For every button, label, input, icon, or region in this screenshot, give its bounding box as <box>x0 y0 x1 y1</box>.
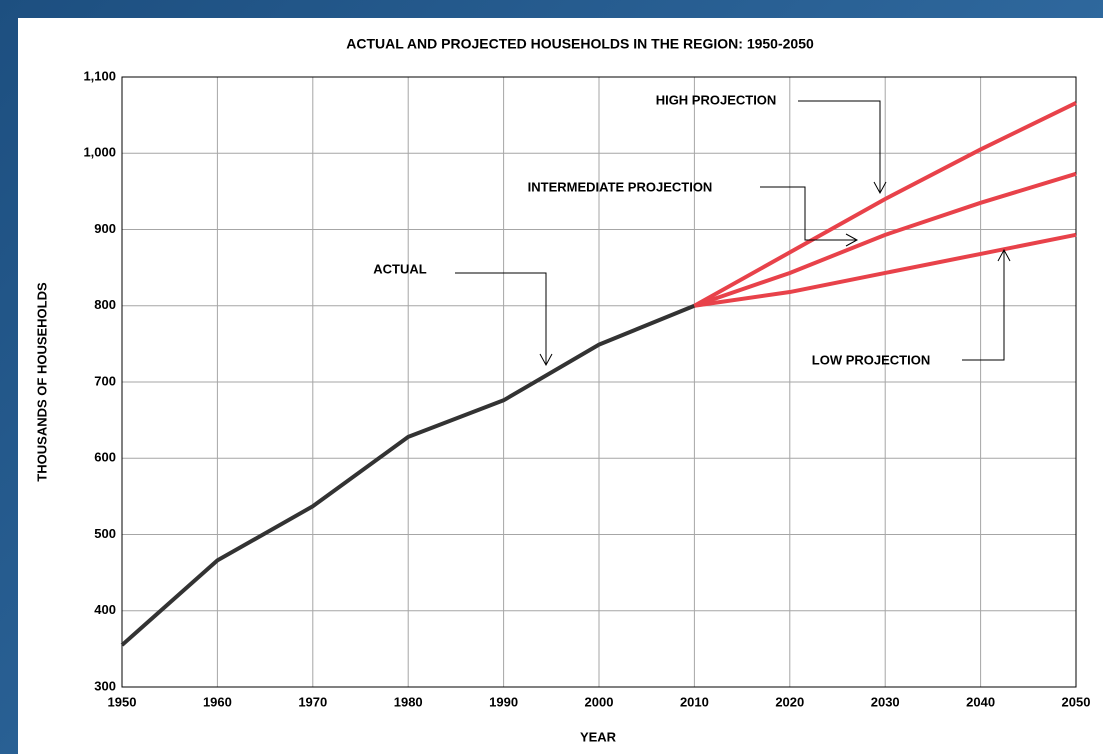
x-tick-label: 2000 <box>585 694 614 709</box>
x-tick-label: 2050 <box>1062 694 1091 709</box>
series-line <box>693 171 1077 308</box>
y-tick-label: 300 <box>94 678 116 693</box>
x-tick-label: 1990 <box>489 694 518 709</box>
arrow <box>760 186 859 247</box>
series-line <box>693 101 1077 308</box>
chart-title: ACTUAL AND PROJECTED HOUSEHOLDS IN THE R… <box>346 36 814 52</box>
y-tick-label: 1,100 <box>83 68 116 83</box>
annotation: HIGH PROJECTION <box>656 92 777 107</box>
annotation: LOW PROJECTION <box>812 352 930 367</box>
annotation: INTERMEDIATE PROJECTION <box>528 179 713 194</box>
y-tick-label: 1,000 <box>83 145 116 160</box>
y-tick-label: 700 <box>94 373 116 388</box>
annotation: ACTUAL <box>373 261 426 276</box>
x-tick-label: 1970 <box>298 694 327 709</box>
plot: 300 400 500 600 700 800 900 1,000 1,100 1950 1960 1… <box>83 68 1090 709</box>
x-tick-label: 2020 <box>775 694 804 709</box>
series-line <box>120 303 696 647</box>
x-axis-label: YEAR <box>580 729 617 744</box>
y-tick-label: 400 <box>94 602 116 617</box>
y-tick-label: 500 <box>94 526 116 541</box>
x-tick-label: 2040 <box>966 694 995 709</box>
y-axis-label: THOUSANDS OF HOUSEHOLDS <box>34 282 49 482</box>
x-tick-label: 1960 <box>203 694 232 709</box>
plot-frame <box>121 76 1077 688</box>
y-tick-label: 800 <box>94 297 116 312</box>
y-tick-label: 600 <box>94 450 116 465</box>
arrow <box>962 248 1011 361</box>
panel <box>18 18 1103 754</box>
arrow <box>455 272 553 367</box>
y-tick-label: 900 <box>94 221 116 236</box>
x-tick-label: 2030 <box>871 694 900 709</box>
x-tick-label: 2010 <box>680 694 709 709</box>
series-line <box>694 232 1077 308</box>
arrow <box>798 100 887 195</box>
x-tick-label: 1950 <box>108 694 137 709</box>
x-tick-label: 1980 <box>394 694 423 709</box>
